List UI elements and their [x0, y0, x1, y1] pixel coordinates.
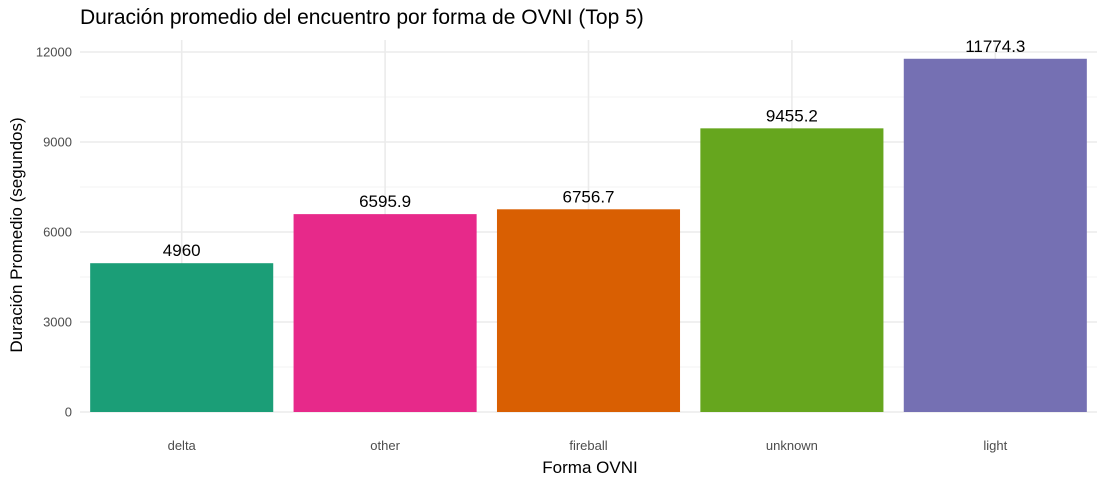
- y-tick-label: 0: [65, 405, 72, 420]
- bars: [90, 58, 1087, 413]
- y-tick-label: 6000: [43, 225, 72, 240]
- y-axis-ticks: 0 3000 6000 9000 12000: [36, 45, 72, 420]
- x-tick-label: unknown: [766, 438, 818, 453]
- bar-fireball: [496, 209, 681, 412]
- y-axis-title: Duración Promedio (segundos): [7, 117, 26, 352]
- bar-light: [903, 58, 1087, 413]
- x-tick-label: other: [370, 438, 400, 453]
- bar-other: [293, 214, 477, 412]
- data-label-delta: 4960: [163, 241, 201, 260]
- data-labels: 4960 6595.9 6756.7 9455.2 11774.3: [163, 37, 1026, 260]
- x-tick-label: light: [983, 438, 1007, 453]
- data-label-unknown: 9455.2: [766, 106, 818, 125]
- x-tick-label: fireball: [569, 438, 607, 453]
- data-label-other: 6595.9: [359, 192, 411, 211]
- x-tick-label: delta: [168, 438, 197, 453]
- bar-delta: [90, 263, 274, 412]
- y-tick-label: 9000: [43, 135, 72, 150]
- x-axis-ticks: delta other fireball unknown light: [168, 438, 1008, 453]
- chart-title: Duración promedio del encuentro por form…: [80, 6, 644, 29]
- y-tick-label: 3000: [43, 315, 72, 330]
- data-label-light: 11774.3: [965, 37, 1025, 56]
- y-tick-label: 12000: [36, 45, 72, 60]
- data-label-fireball: 6756.7: [563, 187, 615, 206]
- bar-unknown: [700, 128, 884, 412]
- x-axis-title: Forma OVNI: [542, 458, 637, 477]
